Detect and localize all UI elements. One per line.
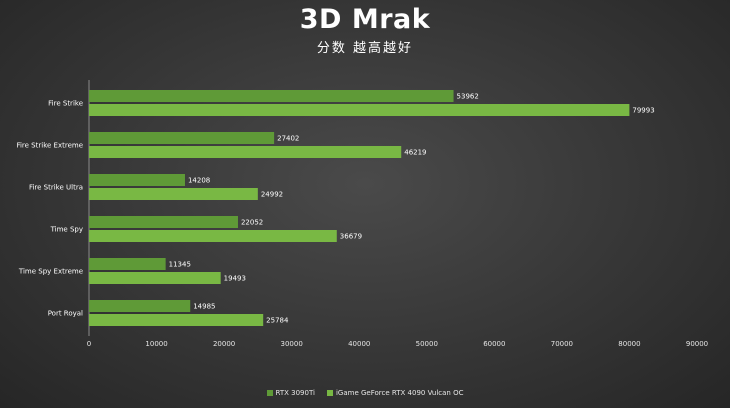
category-label: Time Spy Extreme [18,268,83,276]
legend-swatch-series-1 [266,390,273,396]
data-label-series-2: 36679 [340,233,362,241]
data-label-series-1: 11345 [169,261,191,269]
legend-label-series-2: iGame GeForce RTX 4090 Vulcan OC [335,389,464,397]
legend-item-series-2: iGame GeForce RTX 4090 Vulcan OC [326,389,464,397]
data-label-series-2: 24992 [261,191,283,199]
chart-subtitle: 分数 越高越好 [316,41,414,56]
data-label-series-2: 46219 [404,149,426,157]
bar-series-2 [89,104,630,116]
data-label-series-1: 27402 [277,135,299,143]
bar-series-2 [89,188,258,200]
bar-series-1 [89,90,454,102]
data-label-series-2: 25784 [266,317,289,325]
category-label: Time Spy [50,226,83,234]
x-tick-label: 70000 [551,340,573,348]
legend-label-series-1: RTX 3090Ti [275,389,315,397]
data-label-series-1: 53962 [457,93,479,101]
data-label-series-2: 79993 [632,107,654,115]
bar-series-2 [89,272,221,284]
bar-series-1 [89,216,238,228]
category-label: Fire Strike [48,100,83,108]
x-tick-label: 10000 [145,340,167,348]
bar-series-2 [89,314,264,326]
category-label: Fire Strike Ultra [29,184,83,192]
category-label: Fire Strike Extreme [16,142,83,150]
data-label-series-1: 14208 [188,177,210,185]
legend: RTX 3090Ti iGame GeForce RTX 4090 Vulcan… [0,389,730,397]
data-label-series-1: 22052 [241,219,263,227]
x-tick-label: 60000 [483,340,505,348]
chart-title: 3D Mrak [299,4,431,35]
category-label: Port Royal [48,310,83,318]
bar-series-1 [89,300,191,312]
x-tick-label: 20000 [213,340,235,348]
legend-swatch-series-2 [326,390,333,396]
x-tick-label: 30000 [281,340,303,348]
bar-series-1 [89,258,166,270]
data-label-series-2: 19493 [224,275,246,283]
x-tick-label: 90000 [686,340,708,348]
bar-series-1 [89,132,275,144]
bar-series-1 [89,174,185,186]
bar-series-2 [89,230,337,242]
data-label-series-1: 14985 [193,303,215,311]
legend-item-series-1: RTX 3090Ti [266,389,315,397]
x-tick-label: 50000 [416,340,438,348]
x-tick-label: 80000 [618,340,640,348]
x-tick-label: 40000 [348,340,370,348]
x-tick-label: 0 [87,340,91,348]
bar-series-2 [89,146,402,158]
